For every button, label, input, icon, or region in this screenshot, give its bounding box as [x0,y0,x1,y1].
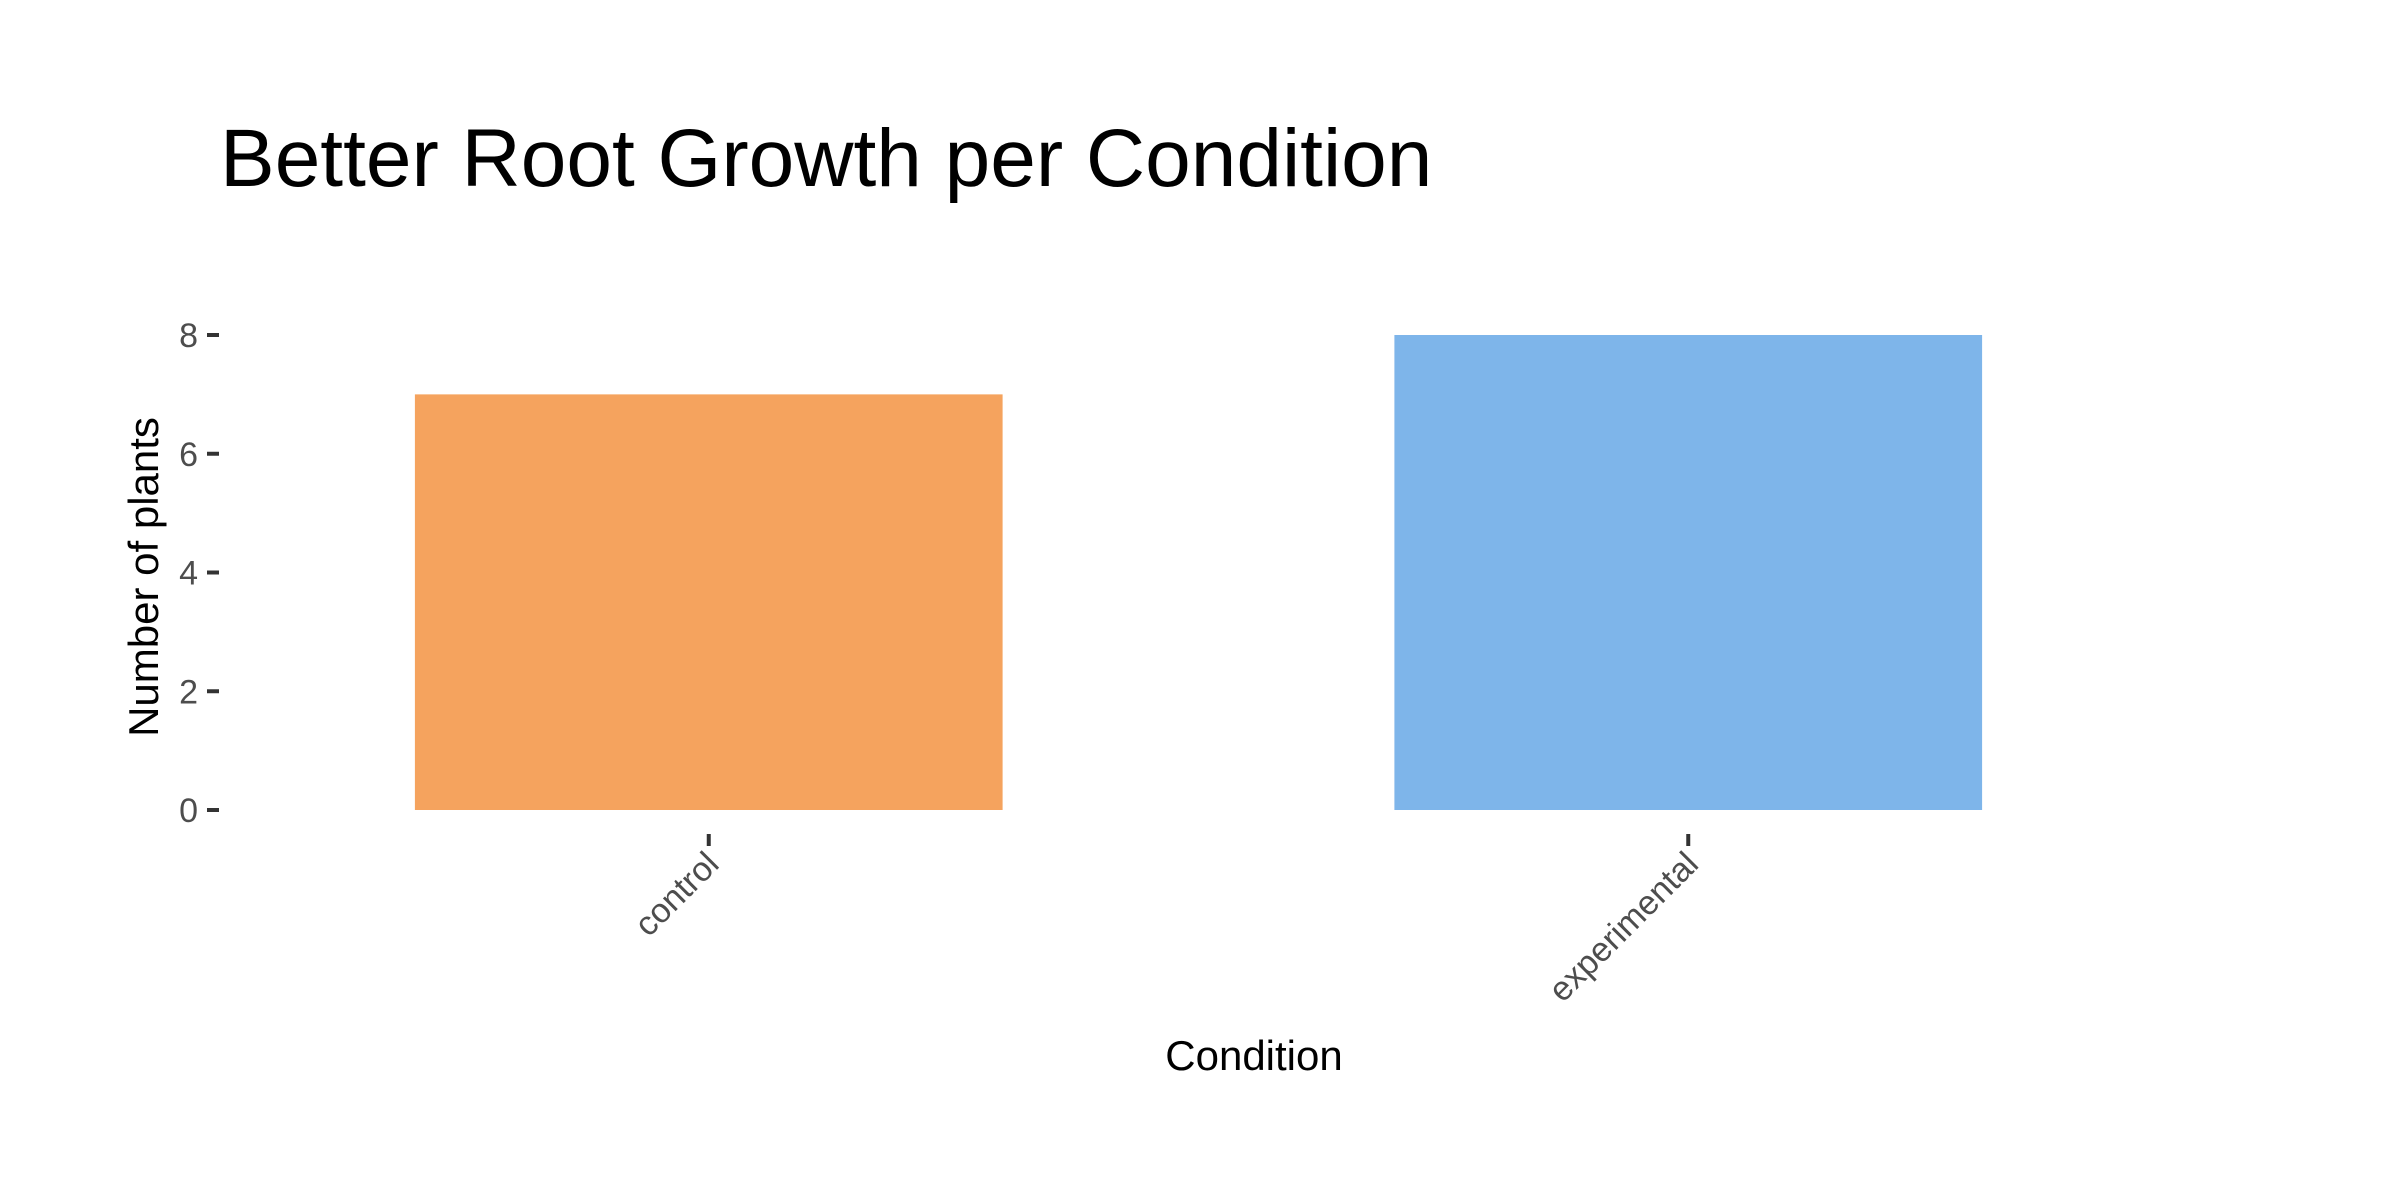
x-axis-title: Condition [1165,1032,1342,1079]
bar-control [414,394,1003,810]
y-tick-label-0: 0 [179,792,198,830]
x-axis: control experimental [627,834,1706,1009]
y-axis-title: Number of plants [120,417,167,737]
y-axis: 0 2 4 6 8 [179,317,219,830]
x-tick-label-control: control [627,845,726,944]
x-tick-label-experimental: experimental [1541,845,1706,1010]
chart-title: Better Root Growth per Condition [220,113,1432,204]
y-tick-label-4: 4 [179,555,198,593]
bars-layer [414,335,1983,810]
y-tick-label-8: 8 [179,317,198,355]
y-tick-label-2: 2 [179,673,198,711]
bar-experimental [1394,335,1983,810]
y-tick-label-6: 6 [179,436,198,474]
